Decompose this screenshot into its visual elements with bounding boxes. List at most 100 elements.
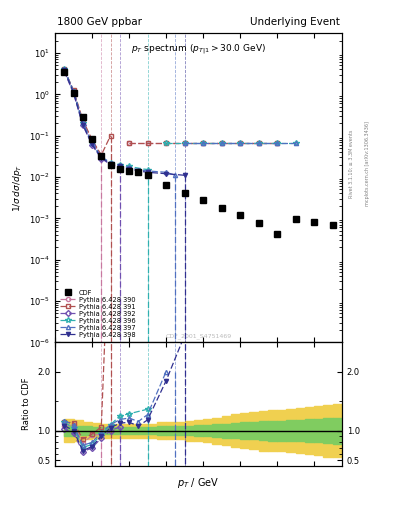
Pythia 6.428 397 (118, 162, 122, 168)
Line: Pythia 6.428 397: Pythia 6.428 397 (62, 67, 177, 177)
Line: CDF: CDF (61, 69, 336, 237)
Pythia 6.428 398 (99, 155, 104, 161)
Pythia 6.428 390 (99, 154, 104, 160)
Line: Pythia 6.428 390: Pythia 6.428 390 (62, 68, 103, 159)
Bar (259, 411, 268, 451)
Pythia 6.428 396 (62, 67, 67, 73)
CDF (164, 182, 169, 188)
Legend: CDF, Pythia 6.428 390, Pythia 6.428 391, Pythia 6.428 392, Pythia 6.428 396, Pyt: CDF, Pythia 6.428 390, Pythia 6.428 391,… (58, 288, 137, 339)
CDF (312, 219, 316, 225)
CDF (90, 136, 94, 142)
Bar (185, 426, 194, 435)
Bar (64, 419, 73, 442)
CDF (127, 168, 131, 174)
Pythia 6.428 391 (62, 67, 67, 73)
Pythia 6.428 391 (99, 152, 104, 158)
Pythia 6.428 397 (71, 88, 76, 94)
Pythia 6.428 396 (118, 161, 122, 167)
Bar (83, 426, 92, 435)
Bar (73, 420, 83, 441)
Bar (64, 425, 73, 436)
Pythia 6.428 391 (81, 117, 85, 123)
Bar (305, 407, 314, 454)
Pythia 6.428 396 (127, 163, 131, 169)
Pythia 6.428 392 (108, 161, 113, 167)
Pythia 6.428 398 (108, 161, 113, 167)
Line: Pythia 6.428 396: Pythia 6.428 396 (61, 67, 151, 173)
Y-axis label: Ratio to CDF: Ratio to CDF (22, 378, 31, 431)
Bar (314, 419, 323, 442)
CDF (62, 69, 67, 75)
Bar (277, 410, 286, 451)
Y-axis label: $1/\sigma\,d\sigma/dp_T$: $1/\sigma\,d\sigma/dp_T$ (11, 164, 24, 212)
CDF (145, 172, 150, 178)
Bar (138, 423, 147, 438)
Pythia 6.428 397 (136, 166, 141, 173)
CDF (256, 220, 261, 226)
X-axis label: $p_T$ / GeV: $p_T$ / GeV (177, 476, 220, 490)
Bar (277, 420, 286, 441)
Bar (268, 410, 277, 451)
Bar (268, 420, 277, 441)
Bar (250, 422, 259, 439)
Bar (166, 426, 175, 435)
Bar (323, 404, 332, 457)
Pythia 6.428 398 (127, 165, 131, 172)
Pythia 6.428 397 (99, 154, 104, 160)
CDF (99, 153, 104, 159)
Bar (286, 409, 296, 453)
Text: Underlying Event: Underlying Event (250, 16, 340, 27)
Pythia 6.428 390 (81, 118, 85, 124)
Pythia 6.428 397 (145, 168, 150, 174)
CDF (81, 114, 85, 120)
Pythia 6.428 391 (108, 133, 113, 139)
Bar (203, 425, 212, 437)
Pythia 6.428 396 (108, 160, 113, 166)
Bar (101, 423, 110, 438)
Bar (120, 427, 129, 434)
Bar (110, 423, 120, 438)
Pythia 6.428 396 (81, 120, 85, 126)
Pythia 6.428 398 (136, 168, 141, 174)
Pythia 6.428 397 (127, 164, 131, 170)
Pythia 6.428 392 (99, 156, 104, 162)
Bar (332, 404, 342, 457)
Pythia 6.428 396 (145, 166, 150, 173)
Pythia 6.428 398 (164, 170, 169, 177)
Text: mcplots.cern.ch [arXiv:1306.3436]: mcplots.cern.ch [arXiv:1306.3436] (365, 121, 370, 206)
Pythia 6.428 398 (90, 141, 94, 147)
Bar (194, 425, 203, 436)
Bar (73, 426, 83, 435)
CDF (275, 231, 279, 237)
Bar (222, 416, 231, 445)
Pythia 6.428 398 (118, 163, 122, 169)
CDF (219, 205, 224, 211)
Pythia 6.428 392 (90, 142, 94, 148)
Pythia 6.428 391 (71, 87, 76, 93)
CDF (71, 90, 76, 96)
Bar (138, 427, 147, 434)
CDF (238, 212, 242, 218)
CDF (293, 216, 298, 222)
Pythia 6.428 398 (62, 67, 67, 73)
Line: Pythia 6.428 391: Pythia 6.428 391 (62, 68, 113, 157)
Bar (240, 422, 250, 439)
Bar (240, 413, 250, 449)
Bar (203, 419, 212, 442)
Bar (166, 422, 175, 439)
Pythia 6.428 396 (90, 140, 94, 146)
Pythia 6.428 391 (90, 137, 94, 143)
Bar (296, 408, 305, 453)
Pythia 6.428 392 (71, 91, 76, 97)
Pythia 6.428 396 (99, 154, 104, 160)
Pythia 6.428 396 (71, 89, 76, 95)
CDF (118, 165, 122, 172)
Text: 1800 GeV ppbar: 1800 GeV ppbar (57, 16, 142, 27)
Bar (222, 423, 231, 438)
Bar (314, 406, 323, 455)
Bar (194, 420, 203, 441)
Bar (332, 418, 342, 443)
Bar (120, 423, 129, 438)
Pythia 6.428 390 (90, 137, 94, 143)
Bar (129, 423, 138, 438)
